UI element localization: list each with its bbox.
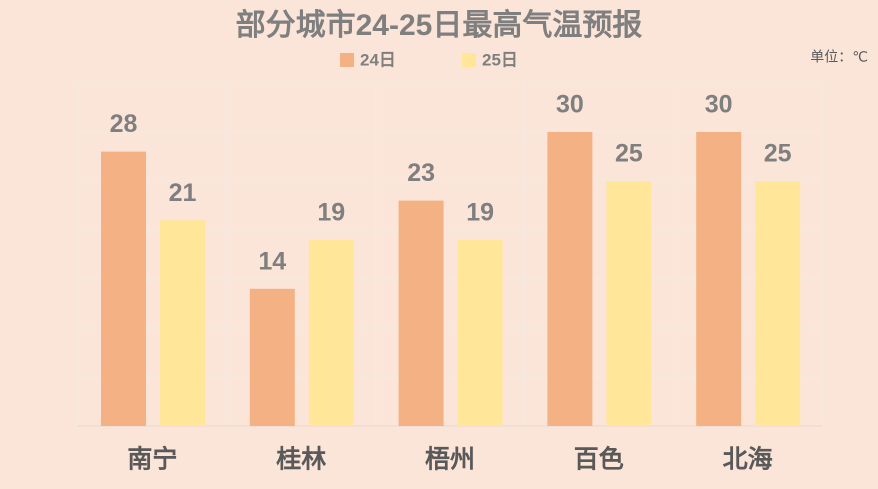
data-label: 21	[169, 179, 197, 207]
bar	[696, 132, 742, 426]
legend-swatch	[462, 53, 476, 67]
unit-label: 单位：℃	[810, 49, 868, 65]
data-label: 14	[258, 247, 286, 275]
data-label: 25	[615, 140, 643, 168]
data-label: 30	[556, 91, 584, 119]
bar	[308, 239, 354, 426]
x-tick-label: 百色	[574, 445, 624, 474]
bar	[249, 288, 295, 426]
bar	[606, 181, 652, 426]
x-tick-label: 桂林	[276, 446, 326, 474]
x-tick-label: 南宁	[127, 445, 177, 474]
bar	[457, 239, 503, 426]
x-tick-label: 梧州	[425, 445, 475, 474]
legend-label: 25日	[482, 50, 518, 69]
bar	[755, 181, 801, 426]
legend-swatch	[340, 53, 354, 67]
chart-title: 部分城市24-25日最高气温预报	[236, 8, 643, 42]
bar	[547, 132, 593, 426]
data-label: 19	[317, 198, 345, 226]
bar	[101, 151, 146, 426]
bar	[160, 220, 205, 426]
data-label: 23	[407, 159, 435, 187]
data-label: 28	[110, 110, 138, 138]
legend-label: 24日	[360, 50, 396, 69]
data-label: 19	[466, 198, 494, 226]
data-label: 25	[764, 140, 792, 168]
x-tick-label: 北海	[723, 445, 773, 474]
data-label: 30	[705, 91, 733, 119]
bar	[398, 200, 444, 426]
